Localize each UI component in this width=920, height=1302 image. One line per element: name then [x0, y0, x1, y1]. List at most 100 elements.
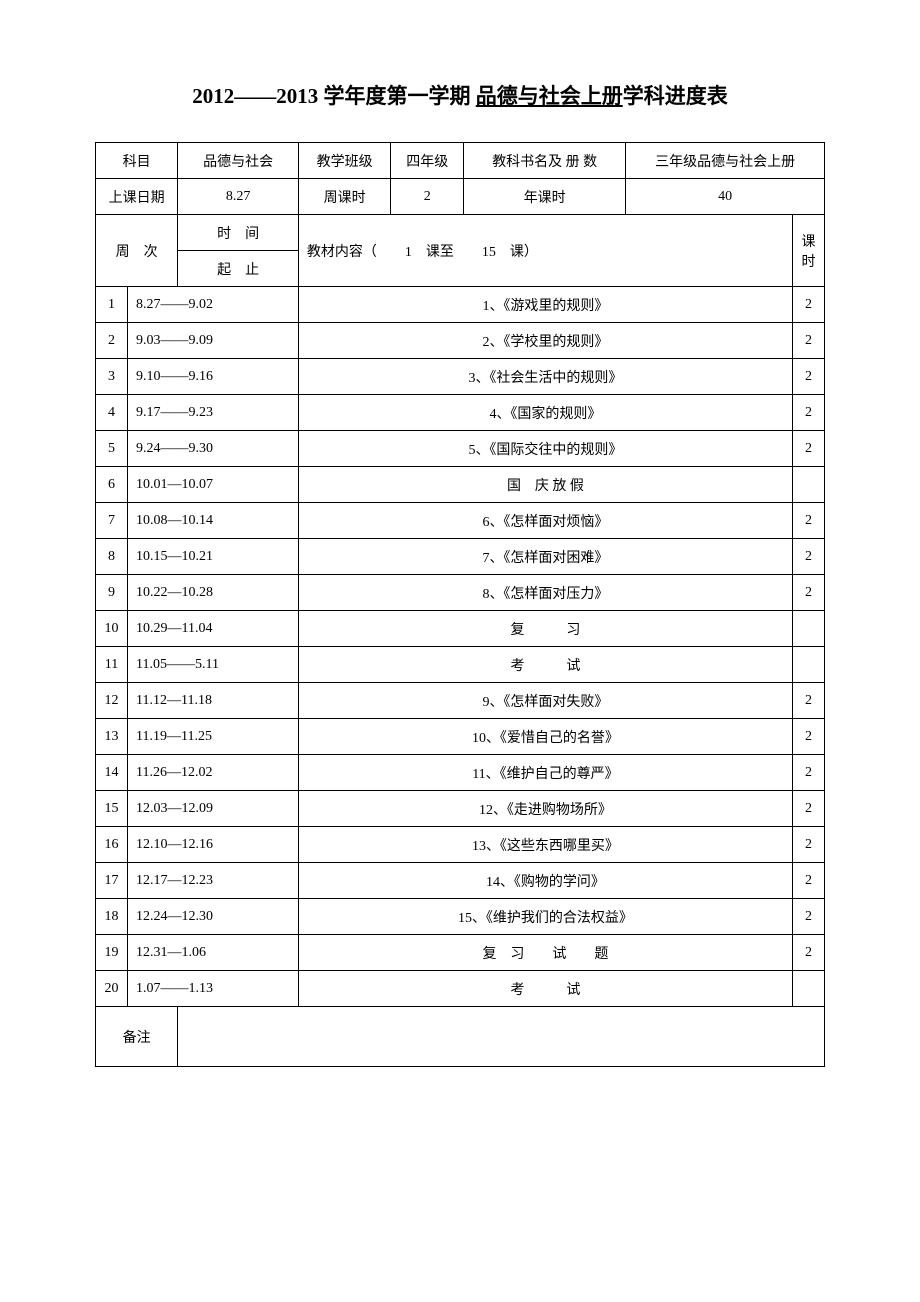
- hours-value: [793, 971, 825, 1007]
- week-number: 3: [96, 359, 128, 395]
- date-range: 10.22—10.28: [128, 575, 299, 611]
- hours-value: 2: [793, 287, 825, 323]
- time-label: 时 间: [178, 215, 299, 251]
- hours-value: 2: [793, 899, 825, 935]
- lesson-content: 4、《国家的规则》: [298, 395, 792, 431]
- date-range: 11.26—12.02: [128, 755, 299, 791]
- table-row: 1111.05——5.11考 试: [96, 647, 825, 683]
- hours-label: 课时: [793, 215, 825, 287]
- lesson-content: 考 试: [298, 647, 792, 683]
- table-row: 1211.12—11.189、《怎样面对失败》2: [96, 683, 825, 719]
- lesson-content: 5、《国际交往中的规则》: [298, 431, 792, 467]
- hours-value: 2: [793, 323, 825, 359]
- lesson-content: 1、《游戏里的规则》: [298, 287, 792, 323]
- lesson-content: 6、《怎样面对烦恼》: [298, 503, 792, 539]
- hours-value: [793, 611, 825, 647]
- table-row: 1612.10—12.1613、《这些东西哪里买》2: [96, 827, 825, 863]
- date-range: 12.17—12.23: [128, 863, 299, 899]
- lesson-content: 复 习: [298, 611, 792, 647]
- hours-value: 2: [793, 719, 825, 755]
- date-range: 12.10—12.16: [128, 827, 299, 863]
- week-number: 11: [96, 647, 128, 683]
- hours-value: 2: [793, 791, 825, 827]
- week-hours-value: 2: [391, 179, 464, 215]
- remarks-row: 备注: [96, 1007, 825, 1067]
- hours-value: [793, 467, 825, 503]
- table-row: 49.17——9.234、《国家的规则》2: [96, 395, 825, 431]
- hours-value: 2: [793, 935, 825, 971]
- hours-value: [793, 647, 825, 683]
- start-date-label: 上课日期: [96, 179, 178, 215]
- date-range: 11.05——5.11: [128, 647, 299, 683]
- week-number: 6: [96, 467, 128, 503]
- week-number: 17: [96, 863, 128, 899]
- lesson-content: 12、《走进购物场所》: [298, 791, 792, 827]
- week-number: 20: [96, 971, 128, 1007]
- week-number: 8: [96, 539, 128, 575]
- start-date-value: 8.27: [178, 179, 299, 215]
- date-range: 11.19—11.25: [128, 719, 299, 755]
- lesson-content: 13、《这些东西哪里买》: [298, 827, 792, 863]
- title-prefix: 2012——2013 学年度第一学期: [192, 84, 476, 108]
- table-row: 810.15—10.217、《怎样面对困难》2: [96, 539, 825, 575]
- date-range: 10.08—10.14: [128, 503, 299, 539]
- date-range: 9.03——9.09: [128, 323, 299, 359]
- table-row: 1812.24—12.3015、《维护我们的合法权益》2: [96, 899, 825, 935]
- table-row: 1311.19—11.2510、《爱惜自己的名誉》2: [96, 719, 825, 755]
- table-row: 910.22—10.288、《怎样面对压力》2: [96, 575, 825, 611]
- date-range: 9.17——9.23: [128, 395, 299, 431]
- hours-value: 2: [793, 827, 825, 863]
- lesson-content: 国 庆 放 假: [298, 467, 792, 503]
- week-number: 2: [96, 323, 128, 359]
- date-range: 12.24—12.30: [128, 899, 299, 935]
- hours-value: 2: [793, 539, 825, 575]
- table-row: 29.03——9.092、《学校里的规则》2: [96, 323, 825, 359]
- lesson-content: 复 习 试 题: [298, 935, 792, 971]
- hours-value: 2: [793, 395, 825, 431]
- table-row: 39.10——9.163、《社会生活中的规则》2: [96, 359, 825, 395]
- hours-value: 2: [793, 431, 825, 467]
- lesson-content: 2、《学校里的规则》: [298, 323, 792, 359]
- hours-value: 2: [793, 683, 825, 719]
- lesson-content: 15、《维护我们的合法权益》: [298, 899, 792, 935]
- date-range: 1.07——1.13: [128, 971, 299, 1007]
- week-number: 10: [96, 611, 128, 647]
- title-underline: 品德与社会上册: [476, 84, 623, 108]
- date-range: 12.31—1.06: [128, 935, 299, 971]
- class-label: 教学班级: [298, 143, 391, 179]
- lesson-content: 11、《维护自己的尊严》: [298, 755, 792, 791]
- lesson-content: 10、《爱惜自己的名誉》: [298, 719, 792, 755]
- table-row: 610.01—10.07国 庆 放 假: [96, 467, 825, 503]
- table-row: 710.08—10.146、《怎样面对烦恼》2: [96, 503, 825, 539]
- week-number: 15: [96, 791, 128, 827]
- table-row: 1712.17—12.2314、《购物的学问》2: [96, 863, 825, 899]
- week-number: 16: [96, 827, 128, 863]
- date-range: 10.01—10.07: [128, 467, 299, 503]
- lesson-content: 8、《怎样面对压力》: [298, 575, 792, 611]
- hours-value: 2: [793, 503, 825, 539]
- header-row-2: 上课日期 8.27 周课时 2 年课时 40: [96, 179, 825, 215]
- lesson-content: 9、《怎样面对失败》: [298, 683, 792, 719]
- hours-value: 2: [793, 575, 825, 611]
- table-row: 1010.29—11.04复 习: [96, 611, 825, 647]
- week-hours-label: 周课时: [298, 179, 391, 215]
- schedule-table: 科目 品德与社会 教学班级 四年级 教科书名及 册 数 三年级品德与社会上册 上…: [95, 142, 825, 1067]
- remarks-value: [178, 1007, 825, 1067]
- content-label: 教材内容（ 1 课至 15 课）: [298, 215, 792, 287]
- table-row: 1411.26—12.0211、《维护自己的尊严》2: [96, 755, 825, 791]
- page-title: 2012——2013 学年度第一学期 品德与社会上册学科进度表: [95, 80, 825, 110]
- book-value: 三年级品德与社会上册: [626, 143, 825, 179]
- lesson-content: 14、《购物的学问》: [298, 863, 792, 899]
- table-row: 59.24——9.305、《国际交往中的规则》2: [96, 431, 825, 467]
- date-range: 9.10——9.16: [128, 359, 299, 395]
- remarks-label: 备注: [96, 1007, 178, 1067]
- date-range: 11.12—11.18: [128, 683, 299, 719]
- week-number: 4: [96, 395, 128, 431]
- date-range: 10.29—11.04: [128, 611, 299, 647]
- table-row: 18.27——9.021、《游戏里的规则》2: [96, 287, 825, 323]
- week-number: 18: [96, 899, 128, 935]
- class-value: 四年级: [391, 143, 464, 179]
- lesson-content: 3、《社会生活中的规则》: [298, 359, 792, 395]
- year-hours-value: 40: [626, 179, 825, 215]
- table-row: 201.07——1.13考 试: [96, 971, 825, 1007]
